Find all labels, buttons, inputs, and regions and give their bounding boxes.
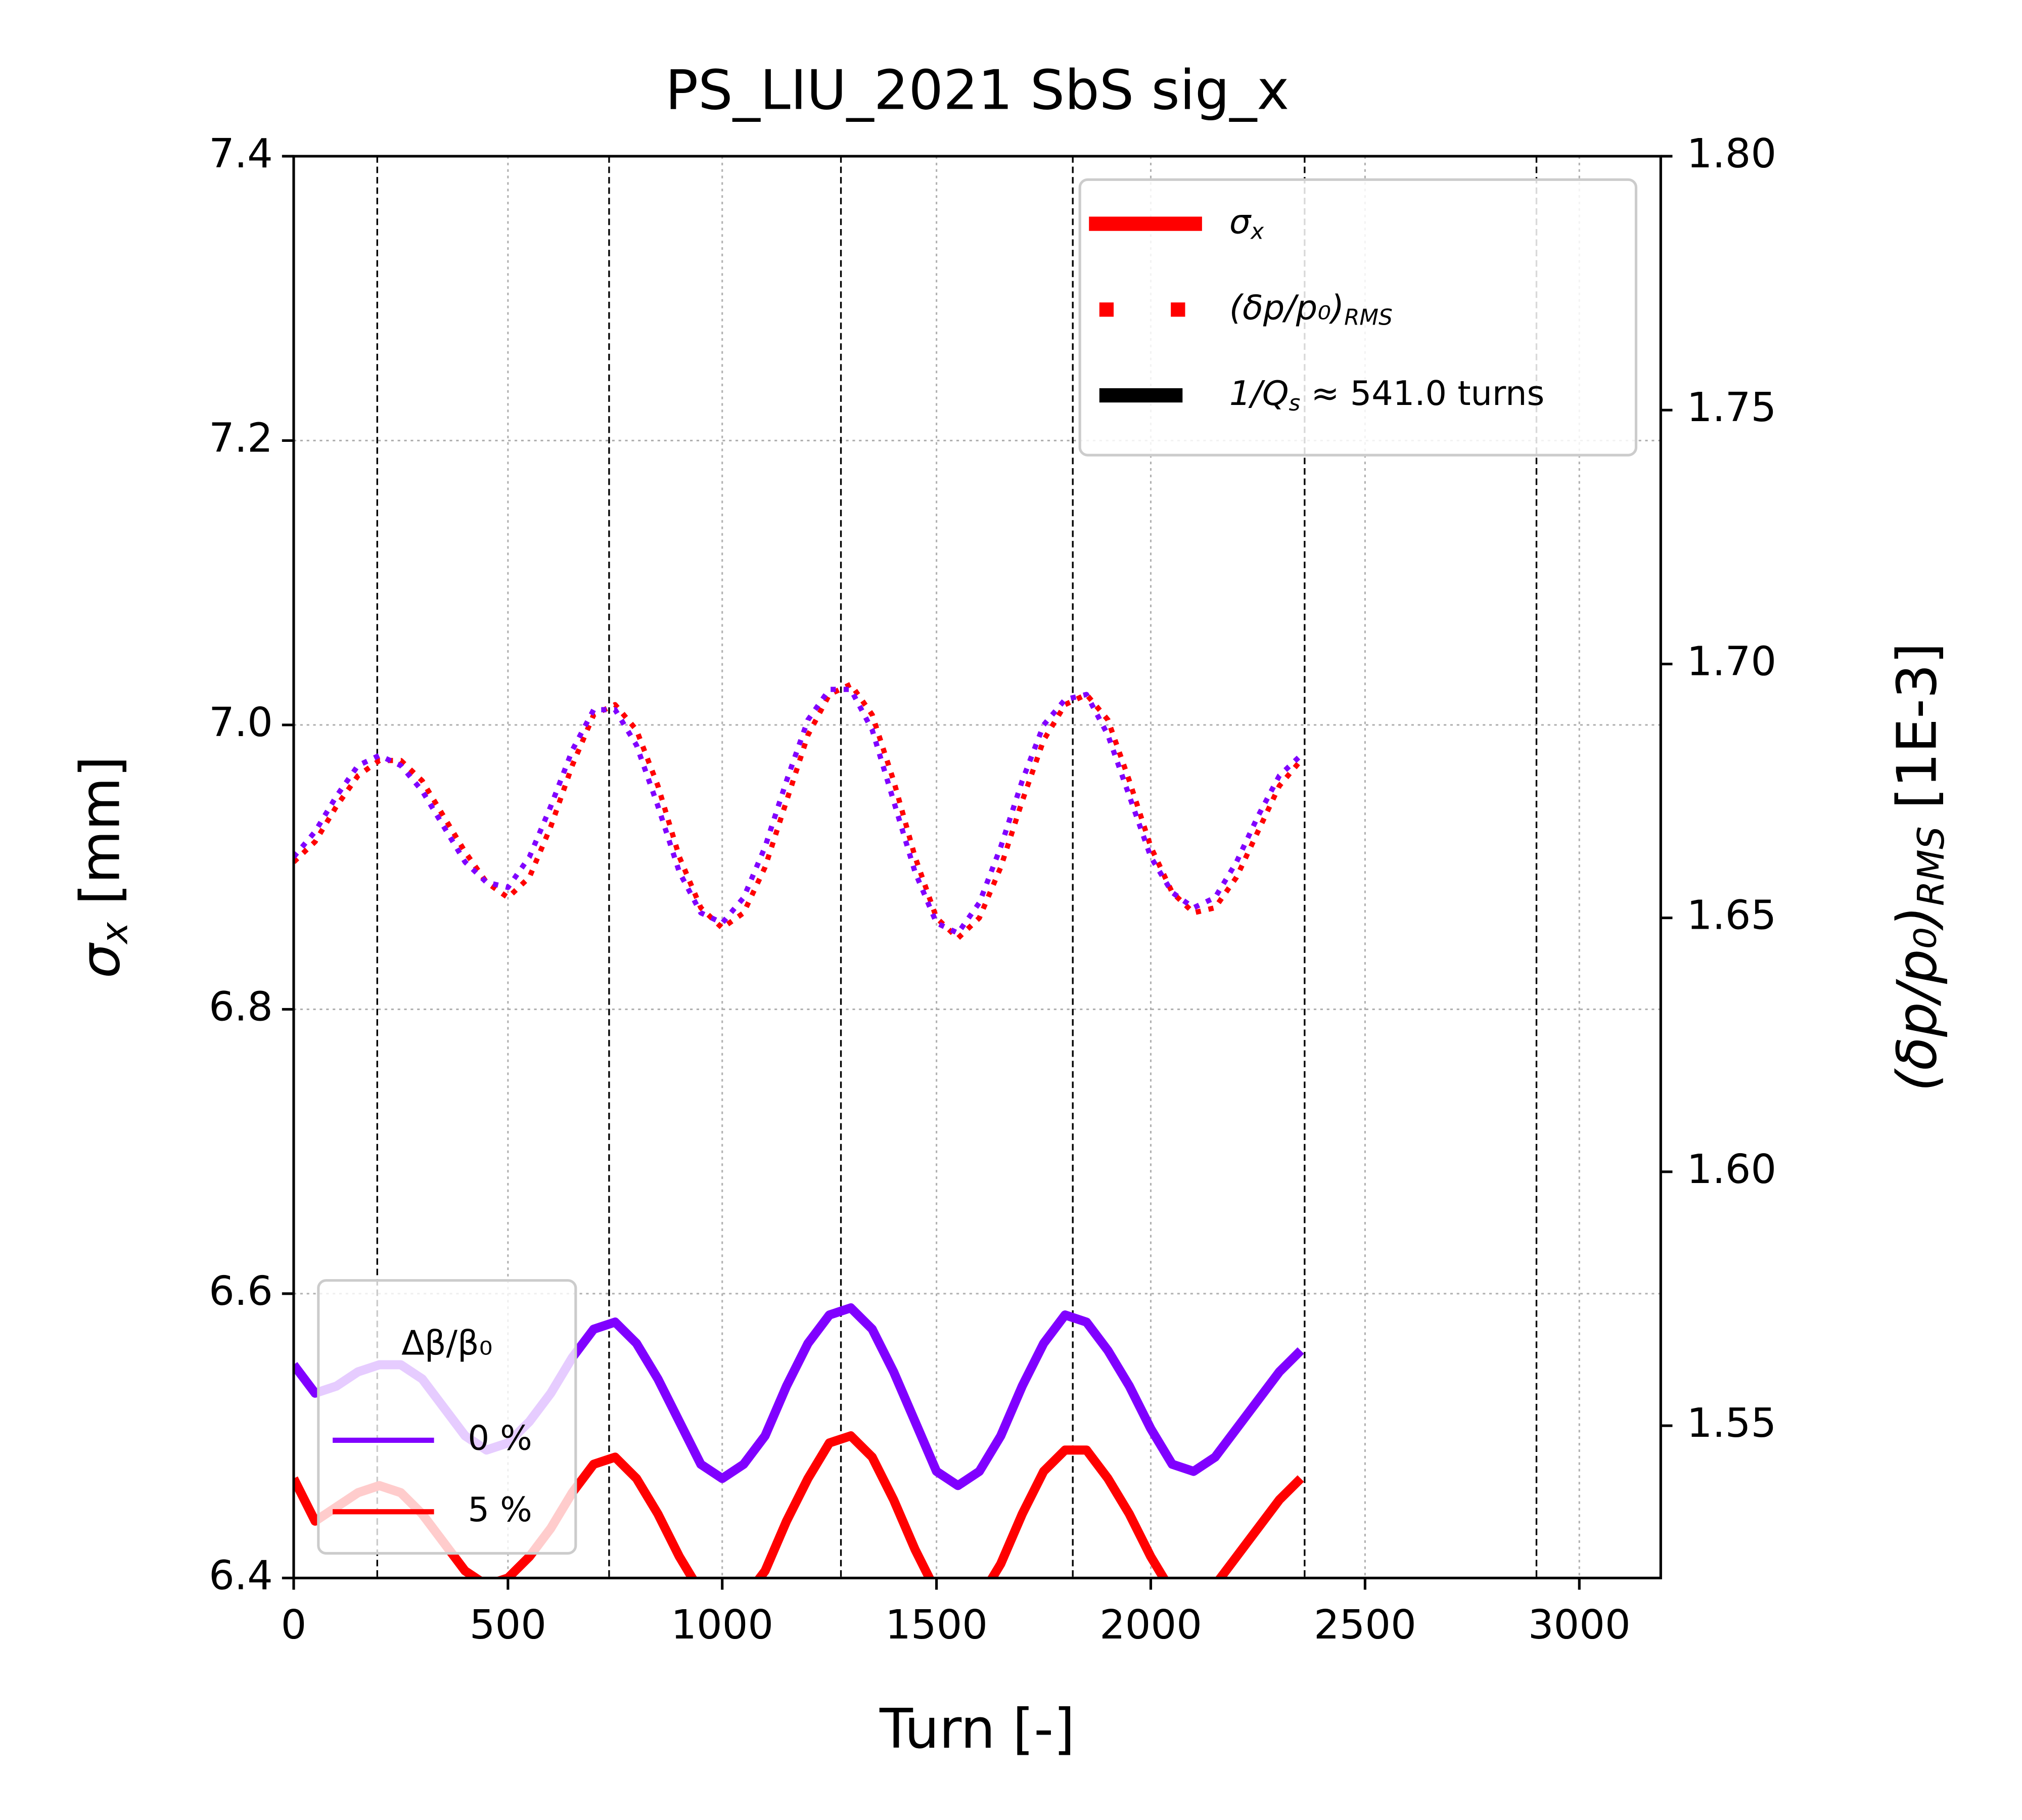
chart-title: PS_LIU_2021 SbS sig_x: [665, 59, 1289, 122]
x-tick-label: 2500: [1314, 1601, 1416, 1648]
legend-label-main: 1/Q: [1229, 374, 1289, 413]
y2-tick-label: 1.60: [1687, 1146, 1776, 1193]
style-legend: σx (δp/p₀)RMS 1/Qs ≈ 541.0 turns: [1078, 178, 1638, 457]
series-line: [293, 1431, 1304, 1578]
legend-label-sub: RMS: [1344, 304, 1393, 330]
y-label-main: σ: [69, 942, 132, 978]
y2-tick-label: 1.55: [1687, 1399, 1776, 1446]
x-tick-label: 500: [470, 1601, 546, 1648]
x-axis-label: Turn [-]: [879, 1698, 1075, 1761]
legend-box: [1078, 178, 1638, 457]
y2-tick-label: 1.75: [1687, 384, 1776, 431]
y2-tick-label: 1.65: [1687, 892, 1776, 939]
legend-label: 1/Qs ≈ 541.0 turns: [1229, 374, 1544, 416]
legend-label-rest: ≈ 541.0 turns: [1300, 374, 1544, 413]
y-tick-label: 6.4: [209, 1552, 273, 1599]
series-legend: Δβ/β₀ 0 % 5 %: [317, 1279, 577, 1555]
legend-label-sub: x: [1250, 219, 1264, 245]
plot-frame: [292, 155, 1662, 1579]
x-tick-label: 1500: [885, 1601, 988, 1648]
legend-label-main: σ: [1229, 202, 1252, 241]
legend-label-main: (δp/p₀): [1229, 288, 1344, 327]
x-tick-label: 1000: [671, 1601, 773, 1648]
legend-label: σx: [1229, 202, 1264, 244]
y2-axis-label: (δp/p₀)RMS [1E-3]: [1886, 643, 1952, 1091]
y-tick-label: 7.0: [209, 699, 273, 746]
y2-tick-label: 1.80: [1687, 130, 1776, 177]
y-tick-label: 7.2: [209, 414, 273, 461]
axes: 0 500 1000 1500 2000 2500 3000 6.4 6.6 6.8 7.0 7.2 7…: [209, 130, 1776, 1648]
y-tick-label: 7.4: [209, 130, 273, 177]
y-label-sub: x: [93, 922, 135, 945]
series-line: [293, 681, 1303, 941]
y-tick-label: 6.8: [209, 983, 273, 1030]
legend-title: Δβ/β₀: [401, 1324, 492, 1363]
series-line: [293, 687, 1303, 936]
x-tick-label: 2000: [1099, 1601, 1202, 1648]
legend-label: 5 %: [468, 1490, 532, 1529]
y-label-unit: [mm]: [69, 756, 132, 922]
legend-label: (δp/p₀)RMS: [1229, 288, 1393, 330]
x-tick-label: 0: [281, 1601, 307, 1648]
y2-label-main: (δp/p₀): [1886, 906, 1949, 1091]
y-axis-label: σx [mm]: [69, 756, 135, 978]
y2-label-sub: RMS: [1910, 826, 1952, 906]
legend-label: 0 %: [468, 1418, 532, 1458]
legend-label-sub: s: [1289, 390, 1301, 416]
y2-label-unit: [1E-3]: [1886, 643, 1949, 826]
y-tick-label: 6.6: [209, 1267, 273, 1314]
y2-tick-label: 1.70: [1687, 638, 1776, 685]
legend-box: [317, 1279, 577, 1555]
x-tick-label: 3000: [1528, 1601, 1631, 1648]
